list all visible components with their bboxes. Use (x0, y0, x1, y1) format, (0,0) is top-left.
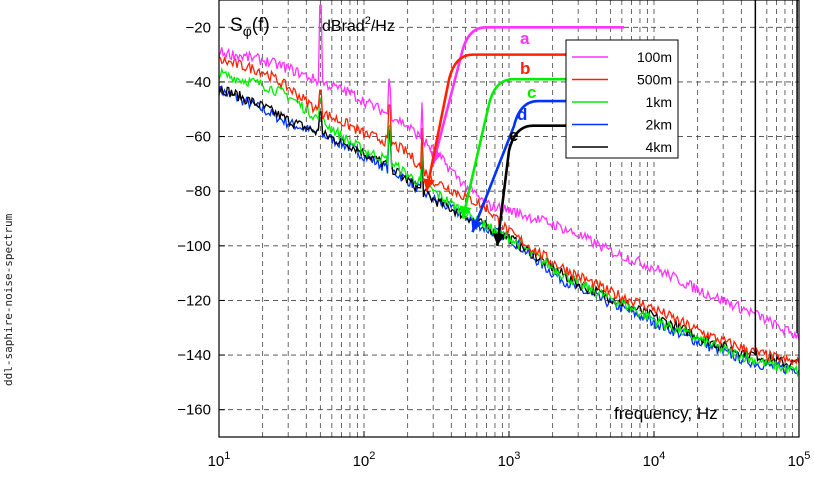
y-tick-label: −100 (177, 238, 211, 255)
x-tick-label: 103 (498, 450, 521, 470)
annotation-label-d: d (517, 105, 527, 124)
annotation-arrow-a (431, 26, 624, 165)
legend-label-1km: 1km (646, 94, 672, 110)
legend: 100m 500m 1km 2km 4km (565, 39, 679, 159)
y-tick-label: −20 (186, 19, 211, 36)
legend-label-4km: 4km (646, 139, 672, 155)
y-axis-unit: dBrad2/Hz (322, 15, 395, 35)
series-line-4km (219, 84, 799, 369)
x-tick-label: 102 (353, 450, 376, 470)
annotation-arrow-d (471, 99, 624, 233)
axis-ticks: −20 −40 −60 −80 −100 −120 −140 −160 101 102 103 104… (177, 19, 810, 470)
arrowhead-e (492, 233, 505, 246)
curve-group (219, 0, 799, 378)
arrowhead-d (471, 218, 483, 233)
annotation-arrow-b (425, 53, 624, 192)
x-axis-title: frequency, Hz (614, 404, 718, 423)
legend-box (565, 39, 679, 159)
y-tick-label: −80 (186, 183, 211, 200)
arrowhead-b (423, 178, 435, 192)
y-tick-label: −140 (177, 347, 211, 364)
y-axis-title: Sφ(f) (230, 15, 270, 39)
x-tick-label: 104 (643, 450, 666, 470)
annotation-label-c: c (527, 83, 536, 102)
annotation-label-e: e (509, 126, 518, 145)
annotation-label-a: a (520, 29, 530, 48)
legend-label-2km: 2km (646, 117, 672, 133)
legend-label-100m: 100m (637, 49, 672, 65)
y-tick-label: −40 (186, 74, 211, 91)
y-tick-label: −160 (177, 402, 211, 419)
series-line-1km (219, 67, 799, 378)
annotation-arrow-e (495, 124, 624, 246)
series-line-100m (219, 4, 799, 341)
annotation-arrow-c (461, 77, 624, 219)
x-tick-label: 101 (208, 450, 231, 470)
series-line-500m (219, 55, 799, 366)
x-tick-label: 105 (788, 450, 811, 470)
grid-lines (219, 0, 799, 437)
annotation-label-b: b (520, 59, 530, 78)
arrowhead-c (459, 205, 472, 219)
y-tick-label: −60 (186, 129, 211, 146)
legend-label-500m: 500m (637, 72, 672, 88)
y-tick-label: −120 (177, 292, 211, 309)
